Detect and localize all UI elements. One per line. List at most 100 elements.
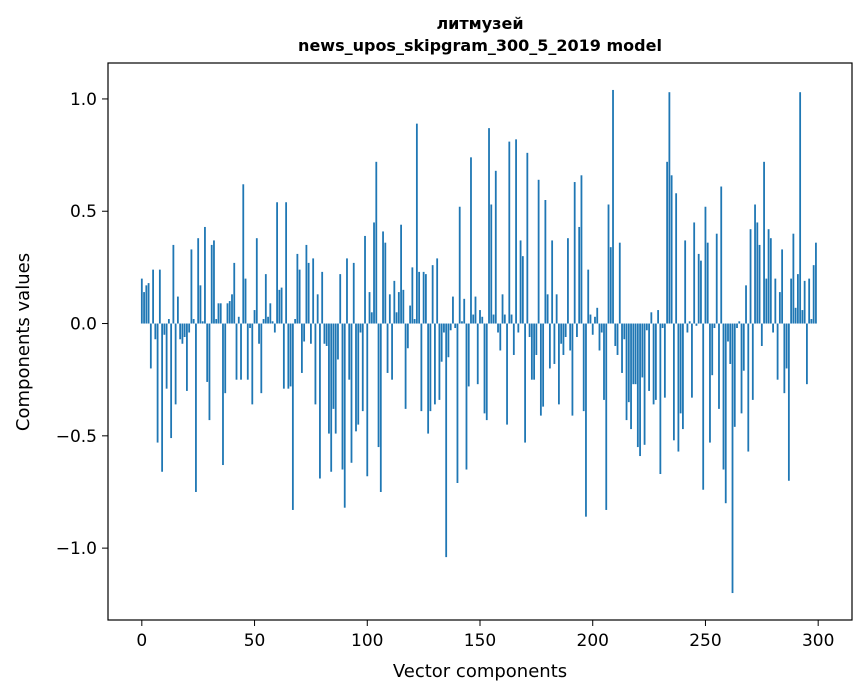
bar [204, 226, 206, 324]
bar [555, 294, 558, 324]
bar [314, 323, 317, 405]
bar [147, 283, 150, 324]
bar [576, 323, 578, 338]
bar [235, 323, 238, 380]
bar [452, 296, 454, 324]
bar [754, 204, 756, 324]
bar [231, 294, 233, 324]
bar [758, 244, 761, 324]
y-tick-label: −0.5 [56, 427, 97, 447]
bar [172, 244, 175, 324]
x-tick-label: 100 [351, 631, 383, 651]
bar [812, 265, 815, 324]
bar [792, 233, 795, 324]
bar [785, 323, 788, 369]
y-axis-label: Components values [13, 253, 34, 431]
bar [391, 323, 393, 380]
bar [377, 323, 380, 448]
bar [810, 319, 813, 324]
bar [179, 323, 182, 340]
bar [650, 312, 653, 324]
bar [350, 323, 353, 463]
bar [691, 323, 693, 398]
bar [720, 186, 723, 324]
bar [718, 323, 720, 409]
bar [598, 323, 601, 351]
bar [458, 206, 461, 324]
bar [447, 323, 450, 358]
bar [553, 323, 556, 364]
bar [244, 278, 247, 324]
bar [411, 267, 414, 324]
bar [251, 323, 254, 405]
bar [357, 323, 360, 425]
bar [343, 323, 346, 508]
bar [808, 278, 811, 324]
bar [267, 316, 269, 324]
bar [713, 323, 716, 329]
bar [264, 274, 267, 324]
bar [280, 287, 283, 324]
bar [224, 323, 227, 394]
bar [621, 323, 623, 373]
bar [668, 92, 671, 324]
bar [397, 292, 400, 324]
bar [488, 128, 490, 324]
bar [815, 242, 817, 324]
bar [429, 323, 432, 412]
bar [445, 323, 448, 558]
bar [510, 314, 513, 324]
bar [551, 240, 554, 324]
bar [503, 314, 506, 324]
bar [334, 323, 337, 434]
bar [436, 258, 439, 324]
bar [548, 323, 551, 369]
bar [796, 274, 799, 324]
bar [337, 323, 339, 360]
bar [269, 303, 272, 324]
bar [636, 323, 639, 448]
x-tick-label: 250 [689, 631, 721, 651]
bar [341, 323, 344, 470]
bar [632, 323, 635, 385]
bar [316, 294, 319, 324]
bar [472, 314, 475, 324]
bar [715, 233, 718, 324]
bar [634, 323, 637, 385]
bar [776, 323, 779, 380]
bar [794, 307, 797, 324]
bar [729, 323, 732, 364]
bar [528, 323, 531, 338]
bar [440, 323, 443, 362]
bar [276, 202, 278, 324]
bar [438, 323, 441, 400]
bar [727, 323, 729, 342]
bar [467, 323, 470, 387]
bar [140, 278, 143, 324]
bar [339, 274, 342, 324]
bar [206, 323, 209, 382]
bar [149, 323, 152, 369]
bar [517, 323, 520, 333]
bar [278, 289, 281, 324]
bar [226, 303, 229, 324]
bar [395, 312, 398, 324]
bar [497, 323, 499, 333]
bar [210, 244, 213, 324]
bar [434, 323, 436, 405]
y-tick-label: 1.0 [70, 90, 97, 110]
bar [607, 204, 610, 324]
y-tick-label: 0.0 [70, 315, 97, 335]
bar [573, 182, 576, 324]
bar [481, 316, 484, 324]
bar [485, 323, 488, 421]
bar [163, 323, 166, 335]
bar [524, 323, 526, 443]
bar [688, 321, 691, 324]
bar [370, 312, 373, 324]
bar [596, 307, 599, 324]
bar [571, 323, 574, 416]
bar [384, 242, 387, 324]
bar [483, 323, 486, 414]
bar [697, 253, 700, 324]
